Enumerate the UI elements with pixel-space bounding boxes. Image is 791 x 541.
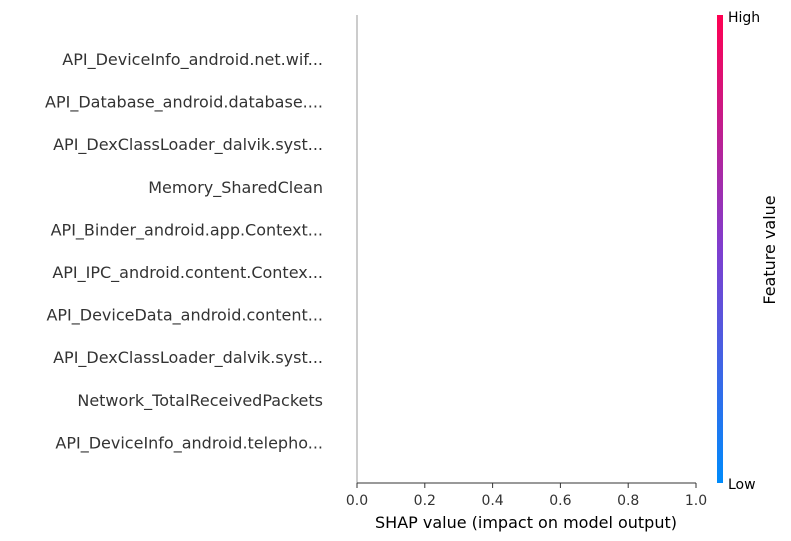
feature-labels: API_DeviceInfo_android.net.wif... API_Dat… — [45, 50, 323, 453]
feature-label: API_Database_android.database.... — [45, 93, 323, 113]
feature-label: API_IPC_android.content.Contex... — [52, 263, 323, 283]
feature-label: API_DeviceData_android.content... — [46, 306, 323, 326]
x-tick-label: 0.4 — [481, 493, 503, 509]
x-tick-label: 0.8 — [617, 493, 639, 509]
feature-label: Memory_SharedClean — [148, 178, 323, 198]
feature-label: API_DeviceInfo_android.telepho... — [55, 433, 323, 453]
colorbar-title: Feature value — [760, 195, 779, 304]
x-tick-label: 1.0 — [685, 493, 707, 509]
x-tick-label: 0.0 — [346, 493, 368, 509]
x-axis-label: SHAP value (impact on model output) — [375, 513, 677, 532]
colorbar — [717, 15, 723, 483]
feature-label: API_DeviceInfo_android.net.wif... — [62, 50, 323, 70]
feature-label: API_DexClassLoader_dalvik.syst... — [53, 348, 323, 368]
feature-label: API_DexClassLoader_dalvik.syst... — [53, 135, 323, 155]
colorbar-high-label: High — [728, 10, 760, 26]
x-tick-label: 0.2 — [414, 493, 436, 509]
x-tick-label: 0.6 — [549, 493, 571, 509]
feature-label: Network_TotalReceivedPackets — [77, 391, 323, 411]
x-ticks: 0.0 0.2 0.4 0.6 0.8 1.0 — [346, 483, 707, 509]
colorbar-low-label: Low — [728, 477, 756, 493]
feature-label: API_Binder_android.app.Context... — [51, 220, 323, 240]
